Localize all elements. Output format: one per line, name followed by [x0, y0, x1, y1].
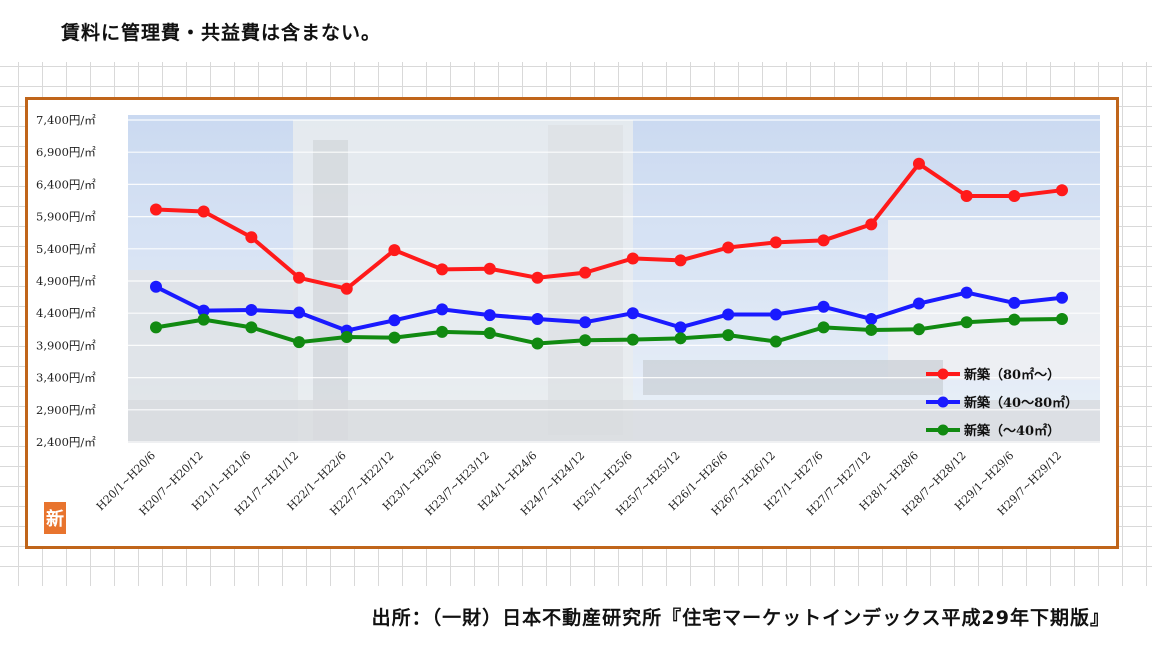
- data-point: [531, 337, 544, 350]
- data-point: [197, 304, 210, 317]
- data-point: [531, 271, 544, 284]
- data-point: [1056, 184, 1068, 197]
- data-point: [293, 336, 306, 349]
- y-tick-label: 4,900円/㎡: [36, 274, 96, 288]
- data-point: [293, 306, 306, 319]
- series-2: [150, 280, 1068, 337]
- data-point: [722, 241, 735, 254]
- data-point: [1008, 296, 1021, 309]
- data-point: [1056, 291, 1068, 304]
- data-point: [1008, 313, 1021, 326]
- series-line: [155, 285, 1063, 333]
- data-point: [865, 312, 878, 325]
- data-point: [483, 262, 496, 275]
- data-point: [150, 203, 162, 216]
- data-point: [436, 303, 449, 316]
- source-citation: 出所：（一財）日本不動産研究所『住宅マーケットインデックス平成29年下期版』: [365, 601, 1116, 632]
- legend-marker: [937, 424, 949, 436]
- data-point: [865, 218, 878, 231]
- new-badge-text: 新: [46, 508, 64, 530]
- data-point: [388, 331, 401, 344]
- data-point: [483, 309, 496, 322]
- data-point: [626, 307, 639, 320]
- legend-label: 新築（40～80㎡）: [964, 395, 1078, 411]
- legend-marker: [937, 396, 949, 408]
- data-point: [483, 327, 496, 340]
- data-point: [912, 297, 925, 310]
- legend-label: 新築（80㎡～）: [964, 367, 1060, 383]
- y-tick-label: 3,400円/㎡: [36, 371, 96, 385]
- data-point: [817, 300, 830, 313]
- data-point: [817, 321, 830, 334]
- data-point: [436, 263, 449, 276]
- line-chart: 7,400円/㎡ 6,900円/㎡ 6,400円/㎡ 5,900円/㎡ 5,400円/㎡…: [36, 113, 1100, 534]
- legend-item: 新築（～40㎡）: [926, 423, 1060, 439]
- y-tick-label: 6,900円/㎡: [36, 145, 96, 159]
- rent-note: 賃料に管理費・共益費は含まない。: [55, 16, 388, 47]
- data-point: [197, 205, 210, 218]
- legend-marker: [937, 368, 949, 380]
- data-point: [769, 308, 782, 321]
- data-point: [626, 333, 639, 346]
- data-point: [674, 254, 687, 267]
- data-point: [817, 234, 830, 247]
- data-point: [579, 316, 592, 329]
- data-point: [388, 314, 401, 327]
- y-tick-label: 4,400円/㎡: [36, 306, 96, 320]
- data-point: [865, 323, 878, 336]
- data-point: [197, 313, 210, 326]
- data-point: [245, 321, 258, 334]
- data-point: [388, 244, 401, 257]
- x-axis-tick-labels: H20/1~H20/6H20/7~H20/12H21/1~H21/6H21/7~…: [94, 449, 1064, 518]
- data-point: [579, 334, 592, 347]
- data-point: [769, 335, 782, 348]
- y-tick-label: 2,400円/㎡: [36, 435, 96, 449]
- data-point: [960, 189, 973, 202]
- data-point: [960, 286, 973, 299]
- y-tick-label: 7,400円/㎡: [36, 113, 96, 127]
- series-line: [155, 316, 1063, 346]
- y-tick-label: 2,900円/㎡: [36, 403, 96, 417]
- data-point: [150, 280, 162, 293]
- new-badge: 新: [44, 502, 66, 534]
- data-point: [293, 271, 306, 284]
- data-point: [1056, 312, 1068, 325]
- grid-lines: [128, 119, 1100, 443]
- y-tick-label: 5,400円/㎡: [36, 242, 96, 256]
- data-point: [340, 331, 353, 344]
- data-point: [674, 332, 687, 345]
- data-point: [912, 323, 925, 336]
- series-3: [150, 312, 1068, 350]
- data-point: [912, 157, 925, 170]
- data-point: [769, 236, 782, 249]
- legend-item: 新築（40～80㎡）: [926, 395, 1078, 411]
- legend-item: 新築（80㎡～）: [926, 367, 1060, 383]
- data-point: [245, 303, 258, 316]
- data-point: [436, 325, 449, 338]
- legend: 新築（80㎡～） 新築（40～80㎡） 新築（～40㎡）: [926, 367, 1078, 439]
- y-tick-label: 5,900円/㎡: [36, 210, 96, 224]
- chart-frame: 7,400円/㎡ 6,900円/㎡ 6,400円/㎡ 5,900円/㎡ 5,400円/㎡…: [25, 97, 1119, 549]
- y-tick-label: 6,400円/㎡: [36, 177, 96, 191]
- series-line: [155, 161, 1063, 291]
- data-point: [1008, 189, 1021, 202]
- data-point: [960, 316, 973, 329]
- series-1: [150, 157, 1068, 295]
- data-point: [626, 252, 639, 265]
- data-point: [531, 312, 544, 325]
- data-point: [340, 282, 353, 295]
- y-tick-label: 3,900円/㎡: [36, 338, 96, 352]
- y-axis-tick-labels: 7,400円/㎡ 6,900円/㎡ 6,400円/㎡ 5,900円/㎡ 5,400円/㎡…: [36, 113, 96, 449]
- series-layer: [150, 157, 1068, 350]
- data-point: [722, 308, 735, 321]
- data-point: [150, 321, 162, 334]
- building-photo-background: [128, 115, 1100, 443]
- data-point: [674, 321, 687, 334]
- data-point: [245, 231, 258, 244]
- data-point: [579, 266, 592, 279]
- data-point: [722, 329, 735, 342]
- legend-label: 新築（～40㎡）: [964, 423, 1060, 439]
